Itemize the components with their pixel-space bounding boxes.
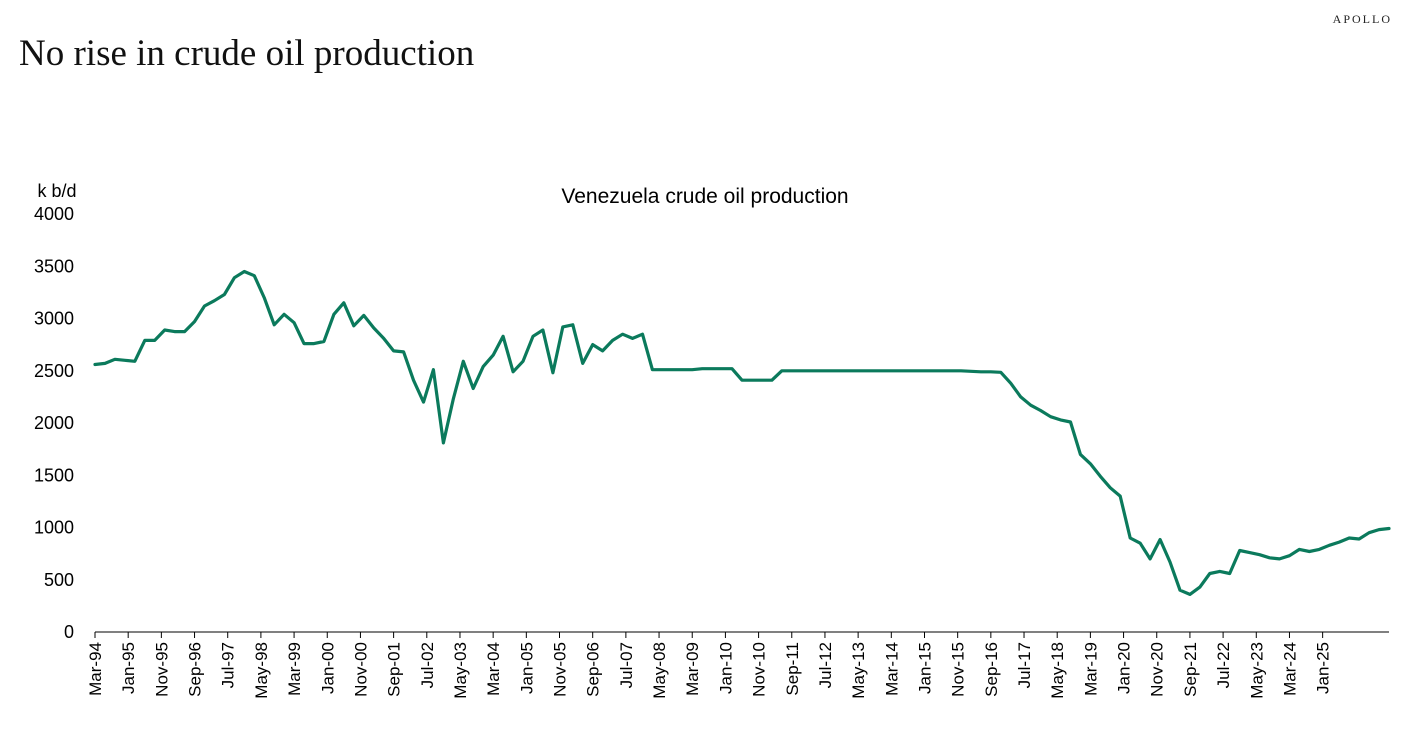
x-tick-label: Jan-00 bbox=[318, 642, 337, 694]
brand-logo: APOLLO bbox=[1332, 12, 1392, 26]
x-tick-label: Nov-15 bbox=[949, 642, 968, 697]
page-title: No rise in crude oil production bbox=[19, 33, 475, 74]
y-axis: 0 500 1000 1500 2000 2500 3000 3500 4000 bbox=[34, 204, 74, 642]
x-tick-label: May-18 bbox=[1048, 642, 1067, 699]
x-tick-label: Mar-09 bbox=[683, 642, 702, 696]
x-tick-label: Mar-24 bbox=[1280, 642, 1299, 696]
x-tick-label: Nov-05 bbox=[551, 642, 570, 697]
x-tick-label: Sep-16 bbox=[982, 642, 1001, 697]
series-line bbox=[93, 269, 1391, 596]
x-tick-label: Sep-96 bbox=[186, 642, 205, 697]
x-tick-label: Jan-10 bbox=[716, 642, 735, 694]
x-tick-label: Mar-14 bbox=[882, 642, 901, 696]
x-tick-label: Jan-05 bbox=[517, 642, 536, 694]
x-tick-label: May-13 bbox=[849, 642, 868, 699]
x-tick-label: Nov-00 bbox=[351, 642, 370, 697]
x-tick-label: Mar-99 bbox=[285, 642, 304, 696]
y-tick-label: 3500 bbox=[34, 256, 74, 276]
x-tick-label: Mar-19 bbox=[1081, 642, 1100, 696]
x-tick-label: Jan-95 bbox=[119, 642, 138, 694]
x-tick-label: Jul-97 bbox=[219, 642, 238, 688]
y-tick-label: 1500 bbox=[34, 465, 74, 485]
x-tick-label: Jul-22 bbox=[1214, 642, 1233, 688]
x-tick-label: Jan-25 bbox=[1314, 642, 1333, 694]
x-tick-label: Nov-20 bbox=[1148, 642, 1167, 697]
x-tick-label: Jan-15 bbox=[915, 642, 934, 694]
x-tick-label: Jan-20 bbox=[1115, 642, 1134, 694]
y-tick-label: 4000 bbox=[34, 204, 74, 224]
x-tick-label: Sep-01 bbox=[385, 642, 404, 697]
x-tick-label: May-23 bbox=[1247, 642, 1266, 699]
x-tick-label: Sep-11 bbox=[783, 642, 802, 696]
x-tick-label: Jul-02 bbox=[418, 642, 437, 688]
x-axis: Mar-94 Jan-95 Nov-95 Sep-96 Jul-97 May-98 Mar-… bbox=[86, 632, 1333, 699]
x-tick-label: Sep-21 bbox=[1181, 642, 1200, 697]
x-tick-label: May-98 bbox=[252, 642, 271, 699]
x-tick-label: Sep-06 bbox=[584, 642, 603, 697]
y-tick-label: 3000 bbox=[34, 309, 74, 329]
chart-title: Venezuela crude oil production bbox=[561, 185, 848, 208]
x-tick-label: May-03 bbox=[451, 642, 470, 699]
x-tick-label: May-08 bbox=[650, 642, 669, 699]
y-tick-label: 1000 bbox=[34, 518, 74, 538]
x-tick-label: Nov-10 bbox=[750, 642, 769, 697]
y-tick-label: 0 bbox=[64, 622, 74, 642]
x-tick-label: Mar-04 bbox=[484, 642, 503, 696]
x-tick-label: Nov-95 bbox=[152, 642, 171, 697]
x-tick-label: Jul-12 bbox=[816, 642, 835, 688]
y-axis-label: k b/d bbox=[37, 181, 76, 201]
y-tick-label: 2500 bbox=[34, 361, 74, 381]
y-tick-label: 2000 bbox=[34, 413, 74, 433]
x-tick-label: Jul-17 bbox=[1015, 642, 1034, 688]
y-tick-label: 500 bbox=[44, 570, 74, 590]
x-tick-label: Mar-94 bbox=[86, 642, 105, 696]
x-tick-label: Jul-07 bbox=[617, 642, 636, 688]
